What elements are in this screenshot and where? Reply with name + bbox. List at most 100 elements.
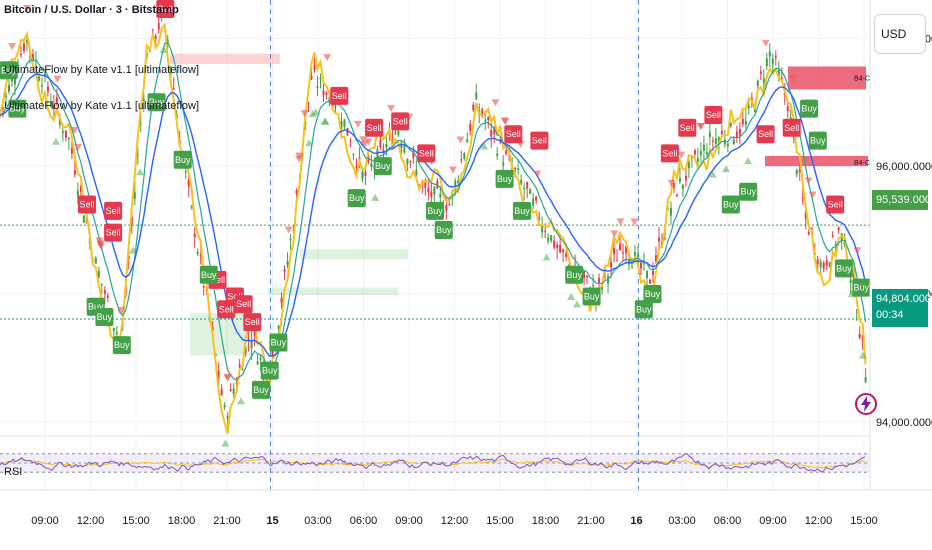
candle-body (613, 247, 616, 254)
triangle-up (51, 137, 60, 145)
signal-box (495, 169, 514, 188)
candle-body (499, 141, 502, 143)
symbol-title[interactable]: Bitcoin / U.S. Dollar · 3 · Bitstamp (4, 4, 179, 16)
candle-body (379, 139, 382, 148)
sell-signal: Sell (104, 223, 123, 242)
x-tick-label: 15 (266, 515, 278, 527)
candle-body (7, 85, 10, 92)
candle-body (217, 371, 220, 378)
triangle-down (677, 151, 686, 159)
x-tick-label: 03:00 (304, 515, 332, 527)
candle-body (364, 172, 367, 177)
supply-demand-boxes: B4-CB B4-CB (170, 53, 875, 356)
candle-body (493, 127, 496, 135)
candle-body (651, 270, 654, 276)
candle-body (142, 98, 145, 101)
candle-body (469, 123, 472, 131)
x-tick-label: 09:00 (31, 515, 59, 527)
candle-body (765, 58, 768, 67)
price-axis[interactable]: 94,000.000095,000.000096,000.000097,000.… (869, 0, 932, 550)
triangle-down (353, 120, 362, 128)
candle-body (592, 284, 595, 286)
zone-box (190, 313, 250, 356)
signal-text: Sell (784, 123, 799, 133)
triangle-up (722, 165, 731, 173)
candle-body (672, 183, 675, 188)
buy-signal: Buy (260, 361, 279, 380)
candle-body (822, 262, 825, 270)
x-tick-label: 06:00 (714, 515, 742, 527)
candle-body (475, 92, 478, 100)
candle-body (403, 146, 406, 153)
signal-box (330, 86, 349, 105)
candle-body (690, 157, 693, 159)
triangle-down (456, 136, 465, 144)
candle-body (550, 235, 553, 241)
candle-body (100, 283, 103, 285)
lightning-icon[interactable] (854, 392, 878, 416)
indicator-lines (0, 22, 867, 435)
indicator-legend-2[interactable]: UltimateFlow by Kate v1.1 [ultimateflow] (4, 100, 200, 112)
signal-box (347, 189, 366, 208)
candle-body (70, 148, 73, 154)
candle-body (675, 194, 678, 197)
candle-body (747, 105, 750, 109)
triangle-up (480, 142, 489, 150)
candle-body (187, 179, 190, 187)
candle-body (22, 43, 25, 52)
triangle-up (311, 108, 320, 116)
candle-body (526, 181, 529, 189)
candle-body (858, 333, 861, 339)
candle-body (256, 361, 259, 365)
wave-line (0, 22, 867, 435)
candle-body (448, 204, 451, 206)
candle-body (816, 259, 819, 265)
candle-body (565, 253, 568, 258)
currency-button[interactable]: USD (874, 14, 926, 54)
candle-body (382, 149, 385, 153)
candle-body (103, 290, 106, 294)
signal-box (739, 182, 758, 201)
candle-body (226, 416, 229, 419)
x-tick-label: 03:00 (668, 515, 696, 527)
candle-body (759, 71, 762, 75)
candle-body (169, 67, 172, 75)
candle-body (454, 180, 457, 189)
x-tick-label: 09:00 (395, 515, 423, 527)
candle-body (654, 255, 657, 262)
candle-body (669, 208, 672, 216)
zone-box (765, 155, 868, 167)
candle-body (714, 138, 717, 144)
signal-text: Buy (514, 206, 530, 216)
candle-body (310, 76, 313, 80)
candle-body (849, 279, 852, 284)
signal-text: Buy (88, 302, 104, 312)
candle-body (241, 369, 244, 371)
candle-body (4, 95, 7, 97)
candle-body (283, 269, 286, 272)
candle-body (720, 131, 723, 135)
rsi-pane (0, 453, 870, 473)
signal-text: Buy (801, 104, 817, 114)
candle-body (517, 168, 520, 170)
x-tick-label: 06:00 (350, 515, 378, 527)
candle-body (139, 123, 142, 125)
sell-signal: Sell (78, 195, 96, 214)
candle-body (538, 217, 541, 220)
candle-countdown: 00:34 (876, 309, 904, 321)
time-axis[interactable]: 09:00 12:00 15:00 18:00 21:00 15 03:00 06:00 09:… (0, 489, 932, 527)
candle-body (286, 261, 289, 266)
candle-body (457, 180, 460, 184)
candle-body (544, 231, 547, 233)
candle-body (16, 69, 19, 71)
candle-body (73, 170, 76, 175)
current-price-value: 94,804.0000 (876, 293, 932, 305)
buy-signal: Buy (634, 300, 653, 319)
candle-body (559, 244, 562, 253)
indicator-legend-1[interactable]: UltimateFlow by Kate v1.1 [ultimateflow] (4, 64, 200, 76)
signal-box (834, 259, 853, 278)
candle-body (532, 198, 535, 206)
candle-body (349, 144, 352, 146)
buy-signal: Buy (643, 284, 662, 303)
